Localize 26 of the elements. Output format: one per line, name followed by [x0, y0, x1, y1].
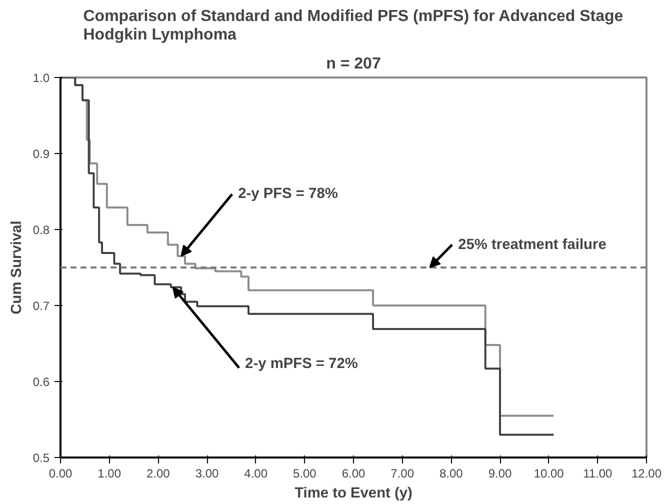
y-tick-label: 0.6: [32, 375, 50, 389]
x-tick-label: 1.00: [98, 466, 122, 480]
y-tick-label: 0.7: [32, 299, 50, 313]
x-tick-label: 6.00: [342, 466, 366, 480]
y-tick-label: 0.9: [32, 147, 50, 161]
y-axis-title: Cum Survival: [8, 220, 25, 314]
x-tick-label: 3.00: [195, 466, 220, 480]
chart-subtitle: n = 207: [326, 56, 381, 72]
x-tick-label: 0.00: [48, 466, 73, 480]
y-tick-label: 1.0: [32, 71, 50, 85]
y-tick-label: 0.8: [32, 223, 50, 237]
x-tick-label: 12.00: [631, 466, 662, 480]
y-tick-label: 0.5: [32, 451, 50, 465]
x-tick-label: 10.00: [534, 466, 564, 480]
annotation: 2-y PFS = 78%: [238, 186, 338, 202]
chart-title: Comparison of Standard and Modified PFS (mPFS) for Advanced Stage Hodgkin Lymphoma: [83, 8, 624, 44]
x-tick-label: 9.00: [488, 466, 512, 480]
x-tick-label: 11.00: [583, 466, 613, 480]
ref-line-label: 25% treatment failure: [458, 236, 606, 253]
x-tick-label: 5.00: [292, 466, 317, 480]
x-tick-label: 2.00: [146, 466, 170, 480]
x-tick-label: 7.00: [390, 466, 414, 480]
x-tick-label: 8.00: [439, 466, 464, 480]
annotation: 2-y mPFS = 72%: [245, 356, 358, 372]
x-axis-title: Time to Event (y): [294, 486, 413, 502]
x-tick-label: 4.00: [244, 466, 268, 480]
